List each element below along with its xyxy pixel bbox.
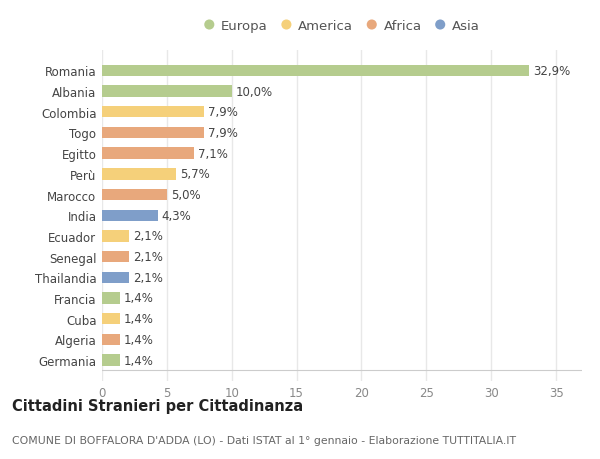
Bar <box>102 107 205 118</box>
Text: 2,1%: 2,1% <box>133 271 163 284</box>
Text: 1,4%: 1,4% <box>124 292 154 305</box>
Bar <box>102 66 529 77</box>
Bar <box>102 148 194 159</box>
Text: 1,4%: 1,4% <box>124 313 154 325</box>
Bar <box>102 293 120 304</box>
Text: 1,4%: 1,4% <box>124 333 154 346</box>
Text: 7,1%: 7,1% <box>198 147 228 160</box>
Bar <box>102 169 176 180</box>
Text: 32,9%: 32,9% <box>533 65 570 78</box>
Bar <box>102 272 129 283</box>
Text: 1,4%: 1,4% <box>124 354 154 367</box>
Bar <box>102 210 158 221</box>
Legend: Europa, America, Africa, Asia: Europa, America, Africa, Asia <box>202 17 482 36</box>
Bar <box>102 86 232 97</box>
Text: 2,1%: 2,1% <box>133 230 163 243</box>
Bar <box>102 190 167 201</box>
Bar <box>102 355 120 366</box>
Text: 7,9%: 7,9% <box>208 106 238 119</box>
Text: COMUNE DI BOFFALORA D'ADDA (LO) - Dati ISTAT al 1° gennaio - Elaborazione TUTTIT: COMUNE DI BOFFALORA D'ADDA (LO) - Dati I… <box>12 435 516 445</box>
Bar <box>102 231 129 242</box>
Text: 4,3%: 4,3% <box>161 209 191 222</box>
Text: 5,7%: 5,7% <box>180 168 209 181</box>
Text: 5,0%: 5,0% <box>171 189 200 202</box>
Text: 7,9%: 7,9% <box>208 127 238 140</box>
Bar <box>102 252 129 263</box>
Bar <box>102 128 205 139</box>
Text: Cittadini Stranieri per Cittadinanza: Cittadini Stranieri per Cittadinanza <box>12 398 303 413</box>
Text: 10,0%: 10,0% <box>236 85 273 98</box>
Bar <box>102 334 120 345</box>
Text: 2,1%: 2,1% <box>133 251 163 263</box>
Bar <box>102 313 120 325</box>
